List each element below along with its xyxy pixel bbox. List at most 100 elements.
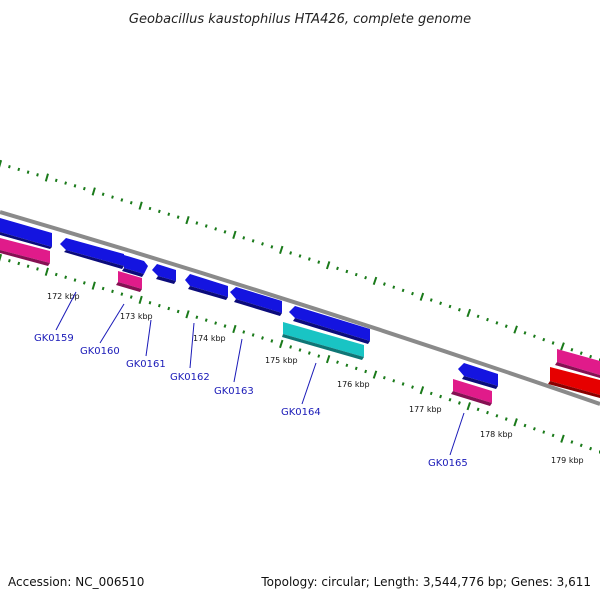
outer-ring-tick (372, 276, 378, 286)
outer-ring-tick (495, 321, 499, 325)
inner-ring-tick (26, 264, 30, 268)
gene-gk0160-feature[interactable] (116, 271, 142, 292)
outer-ring-tick (44, 173, 49, 182)
map-title: Geobacillus kaustophilus HTA426, complet… (129, 12, 471, 27)
inner-ring-tick (54, 272, 58, 277)
outer-ring-tick (411, 291, 414, 296)
outer-ring-tick (392, 285, 396, 289)
scale-label-175: 175 kbp (265, 356, 298, 365)
outer-ring-tick (157, 209, 161, 214)
inner-ring-tick (429, 391, 433, 396)
outer-ring-tick (261, 242, 264, 246)
outer-ring-tick (64, 181, 68, 185)
inner-ring-tick (232, 324, 237, 334)
inner-ring-tick (504, 417, 508, 421)
leader-gk0160 (99, 303, 125, 344)
scale-label-174: 174 kbp (193, 334, 226, 343)
outer-ring-tick (185, 215, 190, 225)
gene-label-gk0165[interactable]: GK0165 (428, 458, 468, 469)
gene-label-gk0162[interactable]: GK0162 (170, 372, 210, 383)
inner-ring-tick (589, 446, 593, 451)
leader-gk0161 (145, 319, 152, 357)
outer-ring-tick (91, 187, 96, 196)
outer-ring-tick (364, 275, 368, 280)
outer-ring-tick (336, 266, 339, 271)
inner-ring-tick (44, 267, 49, 276)
outer-ring-tick (82, 186, 86, 191)
gene-gk0163-feature[interactable] (230, 287, 282, 316)
outer-ring-tick (111, 195, 114, 199)
inner-ring-tick (167, 306, 171, 311)
outer-ring-tick (242, 236, 246, 240)
inner-ring-tick (204, 318, 208, 322)
inner-ring-tick (0, 253, 3, 262)
inner-ring-tick (185, 310, 190, 319)
inner-ring-tick (466, 402, 471, 411)
outer-ring-tick (195, 221, 199, 225)
gene-gk0165-forward-feature[interactable] (458, 363, 498, 389)
inner-ring-tick (64, 275, 68, 279)
outer-ring-tick (523, 331, 527, 335)
scale-label-172: 172 kbp (47, 292, 80, 301)
gene-label-gk0160[interactable]: GK0160 (80, 346, 120, 357)
inner-ring-tick (457, 401, 461, 405)
gene-gk0164-feature[interactable] (282, 322, 364, 360)
scale-label-176: 176 kbp (337, 380, 370, 389)
leader-gk0165 (449, 412, 465, 456)
gene-gk0165-feature[interactable] (451, 379, 492, 406)
inner-ring-tick (532, 427, 536, 431)
gene-label-gk0159[interactable]: GK0159 (34, 333, 74, 344)
outer-ring-tick (223, 230, 227, 234)
gene-gk0160-forward-feature[interactable] (122, 255, 148, 277)
inner-ring-tick (495, 414, 499, 418)
leader-gk0163 (233, 338, 243, 383)
outer-ring-tick (579, 351, 583, 355)
inner-ring-tick (82, 281, 86, 285)
outer-ring-tick (419, 292, 425, 301)
cds-forward-partial-left[interactable] (0, 218, 52, 249)
gene-label-gk0164[interactable]: GK0164 (281, 407, 321, 418)
outer-ring-tick (138, 201, 143, 210)
outer-ring-tick (532, 334, 536, 338)
inner-ring-tick (476, 407, 480, 412)
outer-ring-tick (589, 354, 593, 359)
inner-ring-tick (270, 339, 274, 343)
accession-text: Accession: NC_006510 (8, 575, 144, 589)
gene-gk0162-feature[interactable] (185, 274, 228, 300)
gene-gk0164-forward-feature[interactable] (289, 306, 370, 344)
scale-labels: 172 kbp 173 kbp 174 kbp 175 kbp 176 kbp … (47, 292, 584, 465)
gene-gk0161-feature[interactable] (152, 264, 176, 284)
inner-ring-tick (148, 301, 152, 305)
inner-ring-tick (73, 278, 77, 282)
inner-ring-tick (372, 370, 378, 379)
outer-ring-tick (345, 269, 349, 274)
inner-ring-tick (392, 379, 396, 383)
outer-ring-tick (204, 224, 208, 228)
inner-ring-tick (336, 360, 339, 364)
cds-reverse-partial-left[interactable] (0, 238, 50, 266)
inner-ring-tick (307, 351, 311, 355)
outer-ring-tick (148, 206, 152, 211)
cds-reverse-partial-right[interactable] (555, 349, 600, 378)
highlight-partial-right[interactable] (548, 367, 600, 398)
outer-ring-tick (457, 307, 461, 312)
inner-ring-tick (111, 289, 114, 294)
outer-ring-tick (251, 239, 255, 243)
inner-ring-tick (242, 330, 246, 334)
inner-ring-tick (176, 309, 180, 314)
genome-backbone (0, 210, 600, 406)
outer-ring-tick (289, 251, 293, 255)
outer-ring-tick (354, 272, 358, 277)
gene-label-leaders (55, 291, 465, 456)
outer-ring-tick (54, 178, 58, 183)
outer-ring-tick (570, 347, 574, 352)
outer-ring-tick (26, 170, 30, 174)
gene-label-gk0163[interactable]: GK0163 (214, 386, 254, 397)
outer-tick-ring (0, 159, 600, 362)
inner-ring-tick (486, 410, 489, 415)
gene-gk0159-feature[interactable] (60, 238, 124, 269)
topology-summary-text: Topology: circular; Length: 3,544,776 bp… (260, 575, 591, 589)
gene-label-gk0161[interactable]: GK0161 (126, 359, 166, 370)
outer-ring-tick (120, 198, 124, 202)
